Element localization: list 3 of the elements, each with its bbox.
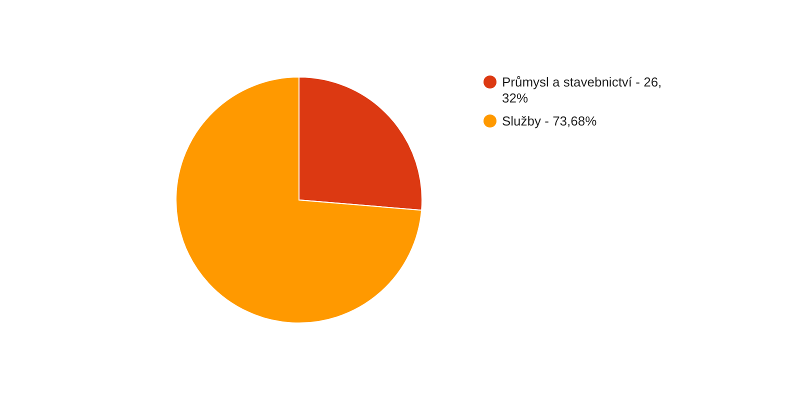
legend-label: Služby - 73,68% <box>502 114 598 129</box>
pie-slice <box>176 76 422 324</box>
legend-label: Průmysl a stavebnictví - 26,32% <box>502 74 662 106</box>
